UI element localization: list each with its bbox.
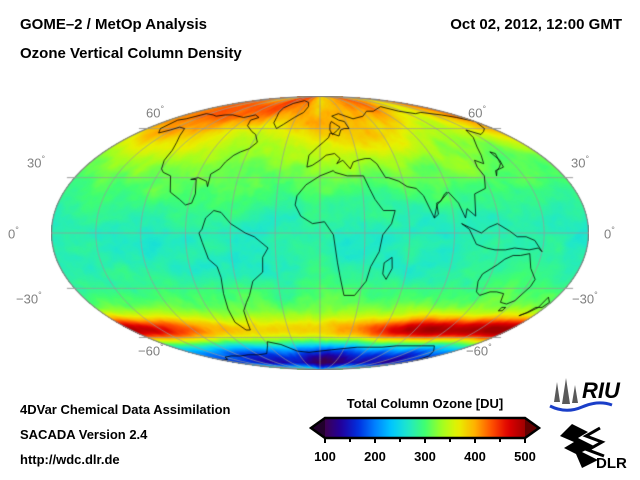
lat-label-left-minus30: −30° bbox=[16, 290, 42, 307]
lat-label-right-minus30: −30° bbox=[572, 290, 598, 307]
logo-group: RIU DLR bbox=[542, 372, 634, 472]
colorbar-low-arrow-icon bbox=[311, 418, 325, 438]
ozone-map-canvas bbox=[51, 96, 589, 370]
timestamp-label: Oct 02, 2012, 12:00 GMT bbox=[450, 16, 622, 33]
riu-label: RIU bbox=[582, 378, 621, 403]
lat-label-right-minus60: −60° bbox=[466, 342, 492, 359]
dlr-logo: DLR bbox=[560, 424, 627, 472]
colorbar-high-arrow-icon bbox=[525, 418, 539, 438]
colorbar-tick-label: 500 bbox=[514, 449, 536, 464]
lat-label-left-60: 60° bbox=[146, 104, 165, 121]
lat-label-left-30: 30° bbox=[27, 154, 46, 171]
lat-label-left-0: 0° bbox=[8, 225, 19, 242]
lat-label-right-0: 0° bbox=[604, 225, 615, 242]
colorbar-tick-label: 200 bbox=[364, 449, 386, 464]
colorbar-svg: 100 200 300 400 500 bbox=[308, 416, 542, 464]
colorbar-tick-label: 100 bbox=[314, 449, 336, 464]
riu-logo: RIU bbox=[549, 378, 621, 412]
dlr-mark-accent-icon bbox=[582, 426, 606, 458]
riu-wave-icon bbox=[549, 401, 613, 412]
credit-line-version: SACADA Version 2.4 bbox=[20, 427, 148, 442]
page-subtitle: Ozone Vertical Column Density bbox=[20, 45, 242, 62]
page-title: GOME–2 / MetOp Analysis bbox=[20, 16, 207, 33]
colorbar-gradient bbox=[325, 418, 525, 438]
colorbar-tick-label: 400 bbox=[464, 449, 486, 464]
credit-line-method: 4DVar Chemical Data Assimilation bbox=[20, 402, 231, 417]
colorbar-tick-label: 300 bbox=[414, 449, 436, 464]
credit-line-url[interactable]: http://wdc.dlr.de bbox=[20, 452, 120, 467]
colorbar-title: Total Column Ozone [DU] bbox=[346, 396, 504, 411]
lat-label-left-minus60: −60° bbox=[138, 342, 164, 359]
logo-svg: RIU DLR bbox=[549, 378, 627, 472]
colorbar: Total Column Ozone [DU] 100 200 300 400 500 bbox=[305, 396, 545, 474]
ozone-map bbox=[51, 96, 589, 370]
lat-label-right-30: 30° bbox=[571, 154, 590, 171]
dlr-label: DLR bbox=[596, 455, 627, 472]
dlr-mark-icon bbox=[560, 424, 598, 468]
lat-label-right-60: 60° bbox=[468, 104, 487, 121]
riu-spires-icon bbox=[554, 378, 578, 404]
